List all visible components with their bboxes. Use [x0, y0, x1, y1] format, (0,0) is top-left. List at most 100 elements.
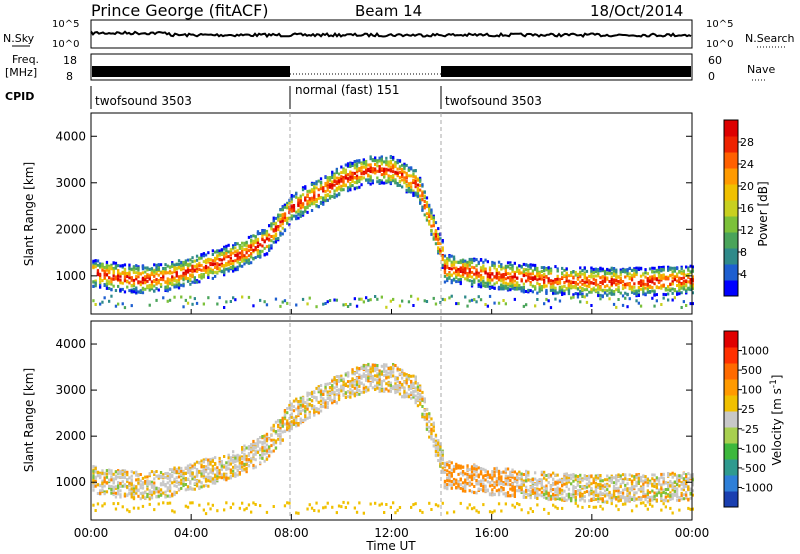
heatmap-cell	[335, 186, 338, 190]
heatmap-cell	[369, 383, 372, 387]
heatmap-cell	[317, 407, 320, 411]
heatmap-cell	[486, 473, 489, 476]
heatmap-cell	[256, 444, 260, 448]
heatmap-cell	[615, 279, 618, 282]
heatmap-cell	[673, 288, 676, 292]
heatmap-cell	[297, 212, 300, 216]
heatmap-cell	[256, 245, 260, 248]
heatmap-cell	[236, 242, 239, 246]
heatmap-cell	[367, 388, 370, 392]
heatmap-cell	[105, 469, 109, 473]
heatmap-cell	[220, 467, 223, 471]
heatmap-cell	[99, 491, 102, 495]
heatmap-cell	[403, 387, 406, 391]
heatmap-cell	[166, 299, 169, 303]
heatmap-cell	[96, 471, 100, 474]
heatmap-cell	[96, 472, 100, 476]
heatmap-cell	[265, 237, 269, 241]
heatmap-cell	[513, 283, 516, 287]
heatmap-cell	[416, 385, 420, 389]
heatmap-cell	[495, 477, 498, 480]
heatmap-cell	[171, 492, 174, 496]
heatmap-cell	[466, 266, 469, 270]
heatmap-cell	[621, 287, 625, 291]
heatmap-cell	[164, 483, 167, 487]
heatmap-cell	[319, 409, 323, 413]
heatmap-cell	[671, 298, 674, 302]
heatmap-cell	[369, 365, 372, 369]
heatmap-cell	[328, 196, 332, 200]
heatmap-cell	[369, 502, 372, 506]
heatmap-cell	[225, 478, 228, 482]
heatmap-cell	[313, 184, 316, 188]
heatmap-cell	[588, 274, 591, 278]
heatmap-cell	[407, 174, 411, 178]
heatmap-cell	[389, 383, 392, 387]
heatmap-cell	[164, 263, 167, 267]
heatmap-cell	[214, 262, 217, 266]
heatmap-cell	[437, 448, 440, 452]
heatmap-cell	[667, 285, 670, 289]
heatmap-cell	[101, 262, 104, 266]
heatmap-cell	[527, 273, 530, 277]
heatmap-cell	[301, 418, 305, 422]
heatmap-cell	[488, 510, 492, 514]
heatmap-cell	[254, 238, 257, 242]
heatmap-cell	[676, 292, 679, 296]
heatmap-cell	[624, 291, 627, 295]
heatmap-cell	[561, 291, 564, 295]
heatmap-cell	[473, 465, 476, 469]
heatmap-cell	[671, 291, 674, 295]
heatmap-cell	[92, 503, 95, 507]
heatmap-cell	[135, 486, 138, 490]
nsky-panel: N.Sky 10^5 10^0 10^5 10^0 N.Search	[3, 19, 795, 50]
heatmap-cell	[371, 167, 374, 171]
heatmap-cell	[619, 276, 622, 280]
heatmap-cell	[277, 425, 280, 429]
heatmap-cell	[630, 273, 634, 277]
heatmap-cell	[168, 479, 172, 483]
heatmap-cell	[103, 271, 106, 275]
freq-label: Freq.	[12, 53, 39, 66]
heatmap-cell	[412, 385, 415, 389]
heatmap-cell	[252, 457, 255, 461]
heatmap-cell	[297, 511, 300, 515]
heatmap-cell	[389, 299, 392, 303]
heatmap-cell	[274, 440, 278, 444]
heatmap-cell	[461, 465, 465, 469]
heatmap-cell	[374, 369, 377, 373]
heatmap-cell	[252, 501, 255, 505]
heatmap-cell	[527, 268, 530, 272]
heatmap-cell	[434, 446, 438, 450]
heatmap-cell	[299, 396, 302, 400]
heatmap-cell	[207, 484, 210, 488]
heatmap-cell	[288, 216, 291, 220]
heatmap-cell	[103, 476, 106, 480]
heatmap-cell	[317, 388, 320, 392]
heatmap-cell	[353, 297, 356, 301]
heatmap-cell	[232, 450, 235, 454]
heatmap-cell	[236, 265, 239, 269]
heatmap-cell	[691, 279, 694, 283]
heatmap-cell	[182, 260, 185, 264]
heatmap-cell	[667, 267, 670, 271]
heatmap-cell	[358, 367, 361, 370]
heatmap-cell	[459, 477, 462, 481]
heatmap-cell	[99, 277, 102, 281]
heatmap-cell	[346, 371, 350, 375]
heatmap-cell	[299, 203, 302, 207]
heatmap-cell	[103, 502, 106, 506]
heatmap-cell	[202, 484, 205, 488]
heatmap-cell	[473, 477, 476, 480]
heatmap-cell	[473, 485, 476, 488]
heatmap-cell	[119, 493, 122, 497]
heatmap-cell	[119, 485, 122, 488]
heatmap-cell	[263, 449, 266, 453]
heatmap-cell	[448, 476, 451, 480]
heatmap-cell	[637, 294, 640, 297]
heatmap-cell	[403, 181, 406, 184]
heatmap-cell	[355, 159, 359, 163]
heatmap-cell	[324, 387, 327, 391]
heatmap-cell	[286, 221, 289, 225]
